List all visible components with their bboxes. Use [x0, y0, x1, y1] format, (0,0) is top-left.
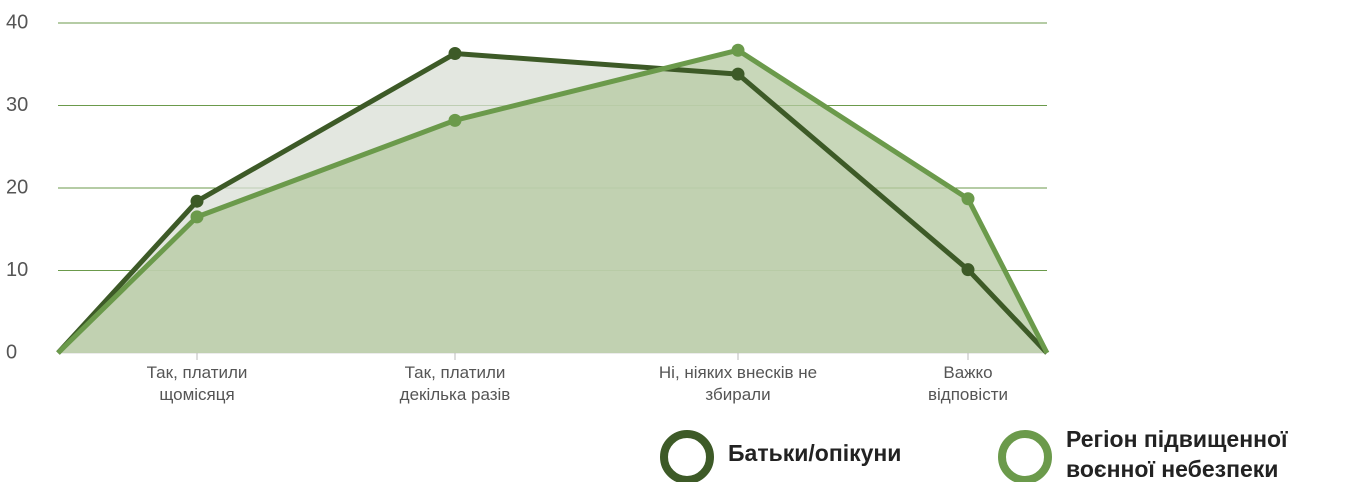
y-tick-label: 40 [6, 11, 28, 33]
point [190, 194, 204, 208]
y-tick-label: 30 [6, 94, 28, 116]
point [961, 263, 975, 277]
x-tick-label: Так, платили щомісяця [146, 363, 248, 404]
y-tick-label: 0 [6, 341, 17, 363]
legend-marker [660, 430, 714, 482]
line [56, 51, 1049, 355]
legend-label: Батьки/опікуни [728, 440, 902, 466]
x-tick-label: Ні, ніяких внесків не збирали [658, 363, 818, 404]
point [731, 43, 745, 57]
y-tick-label: 20 [6, 176, 28, 198]
point [961, 192, 975, 206]
x-tick-label: Так, платили декілька разів [399, 363, 511, 404]
y-tick-label: 10 [6, 259, 28, 281]
point [731, 67, 745, 81]
point [190, 210, 204, 224]
line [56, 47, 1050, 355]
point [448, 47, 462, 61]
point [448, 113, 462, 127]
legend-label: Регіон підвищенної воєнної небезпеки [1066, 426, 1288, 482]
legend-marker [998, 430, 1052, 482]
x-tick-label: Важко відповісти [928, 363, 1008, 404]
